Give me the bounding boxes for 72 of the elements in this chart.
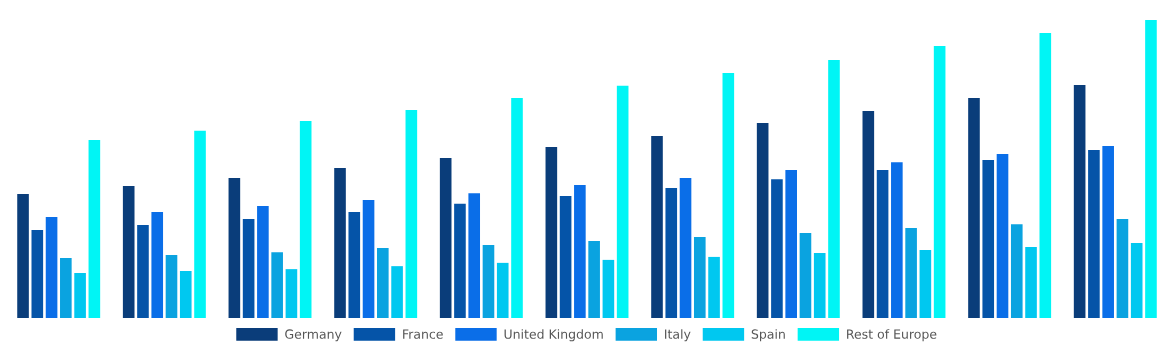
bar (151, 211, 164, 318)
bar (588, 241, 600, 318)
bar (31, 230, 44, 318)
bar (405, 110, 418, 318)
bar (1073, 84, 1086, 318)
bar (862, 110, 875, 318)
legend-label: Germany (285, 329, 342, 342)
bar (257, 205, 269, 318)
bar (1130, 242, 1143, 318)
bar (651, 135, 663, 318)
bar (982, 160, 995, 318)
bar (756, 123, 769, 318)
legend-label: United Kingdom (504, 329, 603, 342)
bar (1116, 219, 1129, 318)
bar (1025, 247, 1037, 318)
bar (468, 193, 481, 318)
bar (679, 177, 692, 318)
bar (391, 266, 403, 318)
bar (876, 169, 889, 318)
bar (299, 121, 312, 318)
bar (771, 179, 783, 318)
bar (799, 233, 812, 318)
bar (785, 169, 797, 318)
bar (1102, 146, 1114, 318)
bar (137, 225, 149, 318)
bar (362, 199, 375, 318)
bar (708, 256, 720, 318)
bar (1010, 224, 1023, 318)
bar (996, 154, 1009, 318)
bar (665, 188, 678, 318)
legend-label: Spain (751, 329, 785, 342)
bar (1145, 20, 1157, 318)
bar (165, 255, 178, 318)
bar (828, 59, 840, 318)
bar (905, 228, 917, 318)
bar (602, 259, 615, 318)
bar (722, 73, 735, 318)
bar (348, 211, 361, 318)
bar (454, 203, 466, 318)
bar (45, 216, 58, 318)
legend-label: Italy (665, 329, 691, 342)
legend-label: France (403, 329, 443, 339)
bar (545, 146, 558, 318)
bar (439, 157, 452, 318)
bar (88, 140, 101, 318)
bar (17, 194, 29, 318)
bar (891, 162, 903, 318)
bar (1039, 33, 1052, 318)
bar (194, 130, 206, 318)
bar (271, 252, 283, 318)
bar (228, 177, 241, 318)
bar (60, 258, 72, 318)
bar (968, 98, 980, 318)
bar (933, 45, 946, 318)
legend-label: Rest of Europe (847, 329, 937, 342)
bar (122, 185, 135, 318)
bar (511, 98, 523, 318)
bar (813, 253, 826, 318)
bar (334, 168, 346, 318)
bar (242, 219, 255, 318)
bar (919, 250, 932, 318)
bar (616, 85, 629, 318)
bar (285, 269, 298, 318)
bar (179, 270, 192, 318)
bar (377, 247, 389, 318)
bar (496, 262, 509, 318)
bar (482, 244, 495, 318)
bar (693, 236, 706, 318)
bar (1088, 149, 1100, 318)
bar (559, 196, 572, 318)
bar (74, 273, 86, 318)
bar (574, 185, 586, 318)
